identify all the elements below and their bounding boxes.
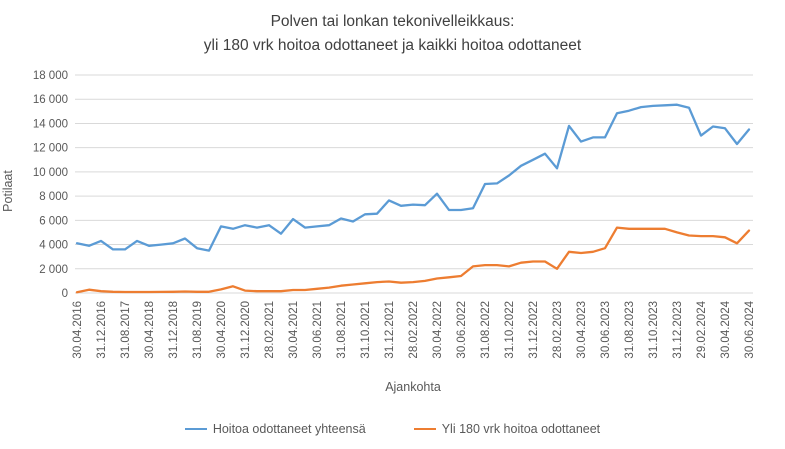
y-tick-label: 10 000 — [33, 167, 68, 179]
y-tick-label: 4 000 — [39, 240, 68, 252]
x-axis-title: Ajankohta — [385, 380, 441, 394]
series-line-over-180-days — [75, 226, 751, 294]
x-tick-label: 31.10.2021 — [360, 301, 372, 359]
legend-line-swatch-blue — [184, 428, 207, 430]
x-tick-label: 31.10.2022 — [504, 301, 516, 359]
x-tick-label: 31.12.2020 — [240, 301, 252, 359]
series-line-total-waiting — [75, 103, 751, 252]
chart-title-line1: Polven tai lonkan tekonivelleikkaus: — [270, 13, 515, 30]
x-tick-label: 31.12.2016 — [96, 301, 108, 359]
x-tick-label: 31.08.2023 — [624, 301, 636, 359]
x-tick-label: 30.04.2024 — [720, 300, 732, 358]
chart-title-line2: yli 180 vrk hoitoa odottaneet ja kaikki … — [203, 37, 582, 54]
x-tick-label: 30.04.2020 — [216, 301, 228, 359]
legend-item-total: Hoitoa odottaneet yhteensä — [184, 422, 366, 436]
y-tick-label: 2 000 — [39, 264, 68, 276]
y-tick-label: 16 000 — [33, 94, 68, 106]
x-tick-label: 30.04.2023 — [576, 301, 588, 359]
x-tick-label: 31.12.2023 — [672, 301, 684, 359]
y-tick-label: 18 000 — [33, 70, 68, 82]
y-tick-label: 14 000 — [33, 118, 68, 130]
x-tick-label: 30.04.2022 — [432, 301, 444, 359]
x-tick-label: 30.06.2022 — [456, 301, 468, 359]
y-axis-title-text: Potilaat — [1, 170, 15, 212]
x-tick-label: 31.12.2022 — [528, 301, 540, 359]
x-tick-label: 29.02.2024 — [696, 300, 708, 358]
x-tick-label: 30.04.2021 — [288, 301, 300, 359]
legend-label-total: Hoitoa odottaneet yhteensä — [212, 422, 366, 436]
x-tick-label: 30.06.2024 — [744, 300, 756, 358]
legend: Hoitoa odottaneet yhteensä Yli 180 vrk h… — [0, 422, 785, 436]
x-tick-labels: 30.04.2016 31.12.2016 31.08.2017 30.04.2018… — [72, 300, 756, 358]
x-tick-label: 30.04.2018 — [144, 301, 156, 359]
x-tick-label: 28.02.2021 — [264, 301, 276, 359]
x-tick-label: 31.10.2023 — [648, 301, 660, 359]
legend-line-swatch-orange — [413, 428, 436, 430]
y-tick-labels: 0 2 000 4 000 6 000 8 000 10 000 12 000 14 000 1… — [33, 70, 68, 300]
x-tick-label: 28.02.2023 — [552, 301, 564, 359]
x-tick-label: 31.08.2022 — [480, 301, 492, 359]
legend-label-over180: Yli 180 vrk hoitoa odottaneet — [441, 422, 601, 436]
x-tick-label: 28.02.2022 — [408, 301, 420, 359]
x-tick-label: 31.08.2017 — [120, 301, 132, 359]
x-tick-label: 30.06.2021 — [312, 301, 324, 359]
x-tick-label: 30.04.2016 — [72, 301, 84, 359]
x-tick-label: 31.12.2018 — [168, 301, 180, 359]
y-tick-label: 6 000 — [39, 215, 68, 227]
legend-item-over180: Yli 180 vrk hoitoa odottaneet — [413, 422, 601, 436]
y-tick-label: 12 000 — [33, 143, 68, 155]
y-tick-label: 0 — [62, 288, 68, 300]
gridlines — [75, 74, 753, 294]
chart-title: Polven tai lonkan tekonivelleikkaus: yli… — [0, 10, 785, 58]
x-tick-label: 30.06.2023 — [600, 301, 612, 359]
x-tick-label: 31.08.2021 — [336, 301, 348, 359]
x-tick-label: 31.12.2021 — [384, 301, 396, 359]
y-tick-label: 8 000 — [39, 191, 68, 203]
x-tick-label: 31.08.2019 — [192, 301, 204, 359]
